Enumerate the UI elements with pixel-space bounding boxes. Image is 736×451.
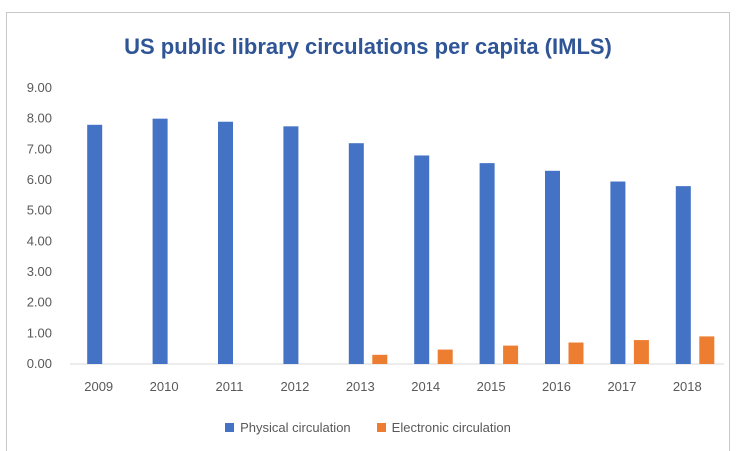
y-tick-label: 5.00 <box>27 203 52 218</box>
x-tick-label: 2015 <box>477 379 506 394</box>
bar-physical <box>152 118 168 365</box>
bar-physical <box>87 124 103 364</box>
x-tick-label: 2011 <box>216 379 244 394</box>
x-tick-label: 2017 <box>607 379 636 394</box>
bar-electronic <box>437 349 453 364</box>
legend-item-physical: Physical circulation <box>225 420 351 435</box>
x-tick-label: 2014 <box>411 379 440 394</box>
chart-title: US public library circulations per capit… <box>124 34 612 59</box>
legend: Physical circulation Electronic circulat… <box>0 420 736 435</box>
bar-physical <box>675 186 691 364</box>
bar-physical <box>348 143 364 364</box>
bar-physical <box>218 121 233 364</box>
y-tick-label: 6.00 <box>27 172 52 187</box>
y-tick-label: 2.00 <box>27 295 52 310</box>
y-tick-label: 7.00 <box>27 141 52 156</box>
bar-electronic <box>633 340 649 364</box>
y-tick-label: 0.00 <box>27 356 52 371</box>
bar-physical <box>545 170 560 364</box>
bar-electronic <box>699 336 715 364</box>
y-tick-label: 9.00 <box>27 80 52 95</box>
legend-label-electronic: Electronic circulation <box>391 420 511 435</box>
bar-physical <box>610 181 626 364</box>
bar-electronic <box>372 354 388 364</box>
legend-swatch-electronic <box>376 423 386 432</box>
x-tick-label: 2018 <box>673 379 702 394</box>
legend-label-physical: Physical circulation <box>240 420 351 435</box>
x-tick-label: 2016 <box>542 379 571 394</box>
bar-physical <box>479 163 495 364</box>
bar-physical <box>283 126 299 364</box>
legend-swatch-physical <box>225 423 235 432</box>
x-tick-label: 2009 <box>84 379 113 394</box>
y-tick-label: 1.00 <box>27 325 52 340</box>
bar-electronic <box>568 342 584 364</box>
bar-physical <box>414 155 430 364</box>
legend-item-electronic: Electronic circulation <box>376 420 511 435</box>
y-tick-label: 4.00 <box>27 233 52 248</box>
x-tick-label: 2013 <box>346 379 375 394</box>
bar-electronic <box>503 345 519 364</box>
y-tick-label: 3.00 <box>27 264 52 279</box>
x-tick-label: 2010 <box>150 379 179 394</box>
y-tick-label: 8.00 <box>27 111 52 126</box>
x-tick-label: 2012 <box>280 379 309 394</box>
chart-frame <box>6 12 730 451</box>
